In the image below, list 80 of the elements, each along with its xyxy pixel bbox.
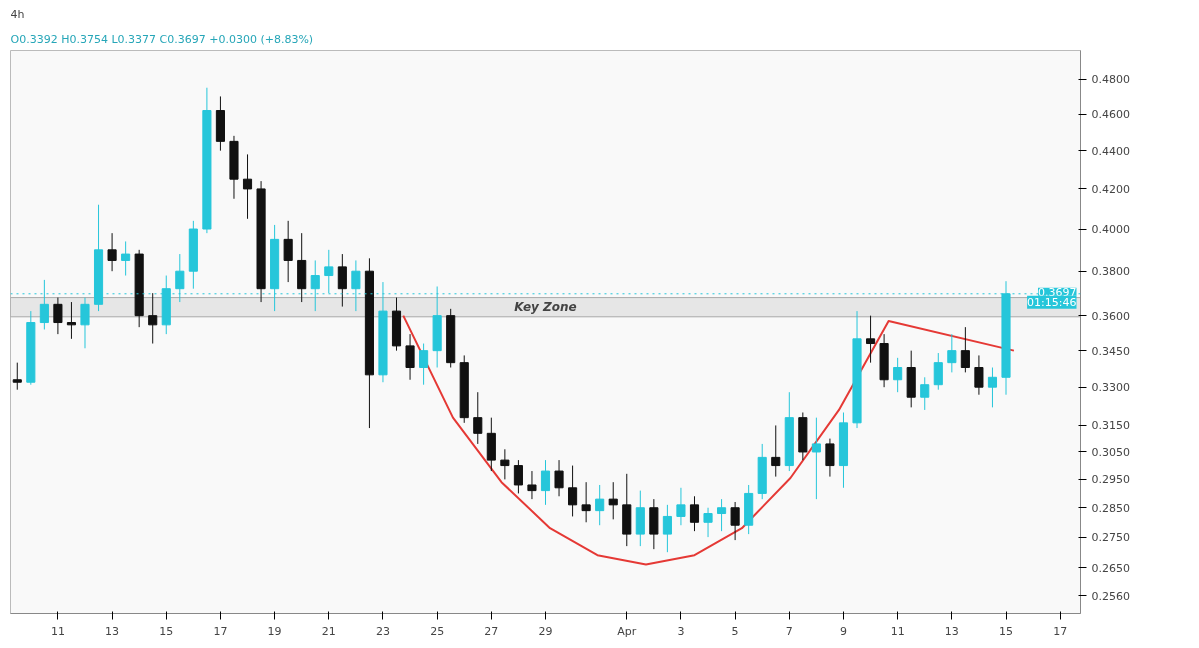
x-tick-label: 15 — [159, 624, 174, 638]
y-tick-label: 0.4600 — [1091, 108, 1130, 122]
annotation: 01:15:46 — [1027, 295, 1077, 309]
x-tick-label: 17 — [213, 624, 228, 638]
candlestick — [893, 357, 903, 393]
x-tick-label: 23 — [375, 624, 390, 638]
candlestick — [66, 301, 77, 340]
candlestick — [148, 292, 158, 345]
y-tick-label: 0.4000 — [1091, 223, 1130, 237]
y-tick-label: 0.2950 — [1091, 473, 1130, 487]
text: O0.3392 H0.3754 L0.3377 C0.3697 +0.0300 (+8.83%) — [10, 32, 314, 46]
candlestick — [987, 367, 998, 408]
candlestick — [974, 354, 984, 396]
candlestick — [80, 297, 90, 349]
candlestick — [933, 352, 943, 391]
candlestick — [283, 220, 293, 283]
y-tick-label: 0.4800 — [1091, 73, 1130, 87]
y-tick-label: 0.3050 — [1091, 445, 1130, 459]
x-tick-label: 11 — [890, 624, 905, 638]
candlestick — [324, 249, 334, 294]
y-tick-label: 0.4200 — [1091, 182, 1130, 196]
y-tick-label: 0.2650 — [1091, 561, 1130, 575]
x-tick-label: 29 — [538, 624, 553, 638]
x-tick-label: 9 — [839, 624, 847, 638]
candlestick — [568, 465, 578, 517]
x-tick-label: 19 — [267, 624, 282, 638]
x-tick-label: 11 — [50, 624, 65, 638]
candlestick — [771, 424, 781, 478]
candlestick — [513, 459, 523, 494]
y-tick-label: 0.2560 — [1091, 589, 1130, 603]
candlestick — [595, 484, 605, 526]
candlestick — [53, 297, 63, 335]
candlestick — [405, 333, 415, 381]
candlestick — [960, 326, 970, 373]
x-tick-label: 3 — [677, 624, 685, 638]
candlestick — [12, 362, 22, 391]
candlestick — [500, 448, 510, 480]
candlestick — [107, 232, 117, 272]
candlestick — [337, 253, 347, 308]
y-tick-label: 0.3800 — [1091, 265, 1130, 279]
y-tick-label: 0.3600 — [1091, 309, 1130, 323]
candlestick — [825, 438, 835, 478]
y-tick-label: 0.3300 — [1091, 381, 1130, 395]
candlestick — [121, 240, 131, 277]
band-label: Key Zone — [514, 300, 577, 315]
candlestick — [242, 153, 253, 220]
x-tick-label: 15 — [999, 624, 1014, 638]
candlestick — [608, 481, 618, 520]
candlestick — [947, 333, 957, 373]
y-tick-label: 0.2850 — [1091, 501, 1130, 515]
candlestick — [554, 459, 564, 497]
ref-line-label: 0.3697 — [1038, 285, 1077, 299]
candlestick — [473, 391, 483, 445]
candlestick — [717, 498, 727, 532]
candlestick — [811, 417, 821, 500]
candlestick — [527, 470, 537, 500]
x-tick-label: Apr — [617, 624, 637, 638]
candlestick — [920, 376, 930, 411]
y-tick-label: 0.3150 — [1091, 419, 1130, 433]
x-tick-label: 7 — [785, 624, 793, 638]
x-tick-label: 13 — [105, 624, 120, 638]
y-tick-label: 0.4400 — [1091, 144, 1130, 158]
x-tick-label: 5 — [731, 624, 739, 638]
x-tick-label: 25 — [430, 624, 445, 638]
chart-title: 4h — [10, 7, 25, 21]
x-tick-label: 27 — [484, 624, 499, 638]
candlestick — [866, 315, 876, 364]
candlestick — [703, 507, 713, 538]
candlestick — [581, 481, 591, 523]
y-tick-label: 0.3450 — [1091, 344, 1130, 358]
candlestick — [676, 487, 686, 526]
candlestick — [540, 459, 551, 506]
candlestick — [730, 501, 740, 541]
y-tick-label: 0.2750 — [1091, 531, 1130, 545]
candlestick — [662, 504, 672, 553]
candlestick — [689, 495, 700, 532]
x-tick-label: 17 — [1053, 624, 1068, 638]
x-tick-label: 21 — [321, 624, 336, 638]
candlestick — [419, 343, 429, 386]
x-tick-label: 13 — [944, 624, 959, 638]
